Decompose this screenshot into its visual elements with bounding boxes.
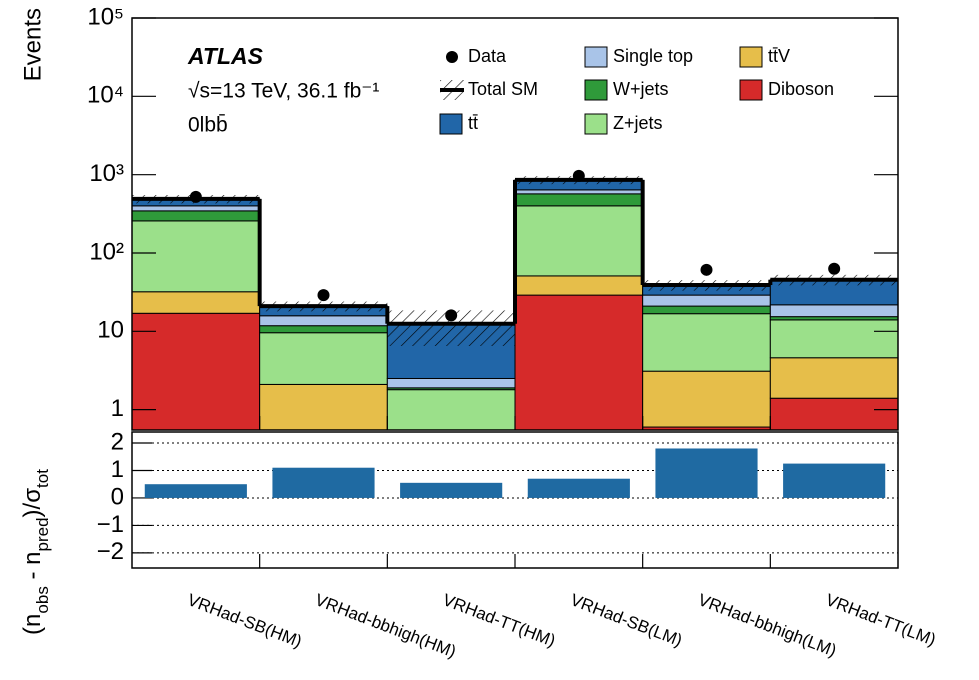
ratio-tick-label: −2 — [97, 538, 124, 565]
stack-segment — [642, 305, 771, 315]
stack-segment — [514, 189, 644, 195]
stack-segment — [769, 304, 898, 318]
legend-label: tt̄ — [468, 113, 478, 133]
data-point — [700, 263, 713, 276]
legend-label: Single top — [613, 46, 693, 66]
legend-swatch — [584, 113, 608, 135]
stack-segment — [514, 275, 644, 296]
stack-segment — [259, 332, 388, 385]
y-tick-label: 10⁴ — [87, 82, 124, 109]
y-tick-label: 10⁵ — [87, 3, 124, 30]
legend-swatch — [739, 46, 763, 68]
significance-bar — [527, 478, 630, 498]
legend-swatch — [584, 79, 608, 101]
significance-bar — [400, 482, 503, 498]
stack-group — [132, 176, 898, 464]
ratio-tick-label: 1 — [111, 456, 124, 483]
stack-segment — [259, 325, 388, 334]
data-point — [445, 309, 458, 322]
significance-bar — [783, 463, 886, 498]
x-tick-label: VRHad-bbhigh(LM) — [695, 590, 839, 660]
stack-segment — [769, 319, 898, 359]
stack-segment — [132, 291, 261, 314]
legend-label: tt̄V — [768, 46, 790, 66]
x-tick-label: VRHad-bbhigh(HM) — [312, 590, 458, 661]
legend-swatch — [739, 79, 763, 101]
ratio-axis-title: (nobs - npred)/σtot — [19, 469, 52, 635]
legend-label: Total SM — [468, 79, 538, 99]
stack-segment — [642, 313, 771, 372]
data-point — [572, 169, 585, 182]
significance-bar — [144, 484, 247, 498]
ratio-title-part: - n — [19, 551, 46, 586]
data-point — [828, 262, 841, 275]
legend-label: Z+jets — [613, 113, 663, 133]
legend-swatch — [439, 113, 463, 135]
stack-segment — [259, 315, 388, 327]
stack-segment — [259, 383, 388, 430]
stack-segment — [642, 294, 771, 307]
significance-bar — [272, 467, 375, 498]
ratio-tick-label: −1 — [97, 511, 124, 538]
x-tick-label: VRHad-SB(HM) — [185, 590, 305, 651]
stack-segment — [387, 433, 515, 464]
stack-segment — [514, 205, 644, 277]
legend-label: W+jets — [613, 79, 669, 99]
ratio-title-part: )/σ — [19, 488, 46, 518]
experiment-label: ATLAS — [187, 43, 264, 69]
x-tick-label: VRHad-TT(HM) — [440, 590, 558, 650]
y-axis-title: Events — [19, 8, 46, 81]
ratio-title-part: pred — [33, 517, 52, 551]
ratio-tick-label: 2 — [111, 428, 124, 455]
ratio-title-part: (n — [19, 614, 46, 635]
stack-segment — [769, 397, 898, 430]
data-point — [317, 289, 330, 302]
legend-swatch — [584, 46, 608, 68]
stack-segment — [386, 389, 516, 430]
stack-segment — [514, 193, 644, 207]
y-tick-label: 10³ — [89, 160, 124, 187]
ratio-frame — [131, 431, 899, 569]
stack-segment — [642, 370, 771, 428]
legend-marker — [446, 51, 458, 63]
stack-segment — [132, 205, 261, 212]
legend-label: Data — [468, 46, 507, 66]
x-tick-label: VRHad-TT(LM) — [823, 590, 938, 649]
region-label: 0lbb̄ — [188, 113, 228, 136]
ratio-title-part: obs — [33, 586, 52, 613]
stack-segment — [642, 426, 771, 430]
x-tick-label: VRHad-SB(LM) — [568, 590, 685, 650]
y-tick-label: 10² — [89, 238, 124, 265]
y-tick-label: 1 — [111, 395, 124, 422]
stack-segment — [769, 357, 898, 399]
legend-label: Diboson — [768, 79, 834, 99]
stack-segment — [514, 294, 644, 430]
stack-segment — [386, 377, 516, 389]
significance-bar — [655, 448, 758, 498]
ratio-tick-label: 0 — [111, 483, 124, 510]
ratio-title-part: tot — [33, 469, 52, 488]
stack-segment — [132, 210, 261, 222]
y-tick-label: 10 — [97, 317, 124, 344]
data-point — [189, 190, 202, 203]
stack-segment — [132, 220, 261, 293]
stack-segment — [132, 312, 261, 430]
energy-lumi-label: √s=13 TeV, 36.1 fb⁻¹ — [188, 80, 379, 103]
